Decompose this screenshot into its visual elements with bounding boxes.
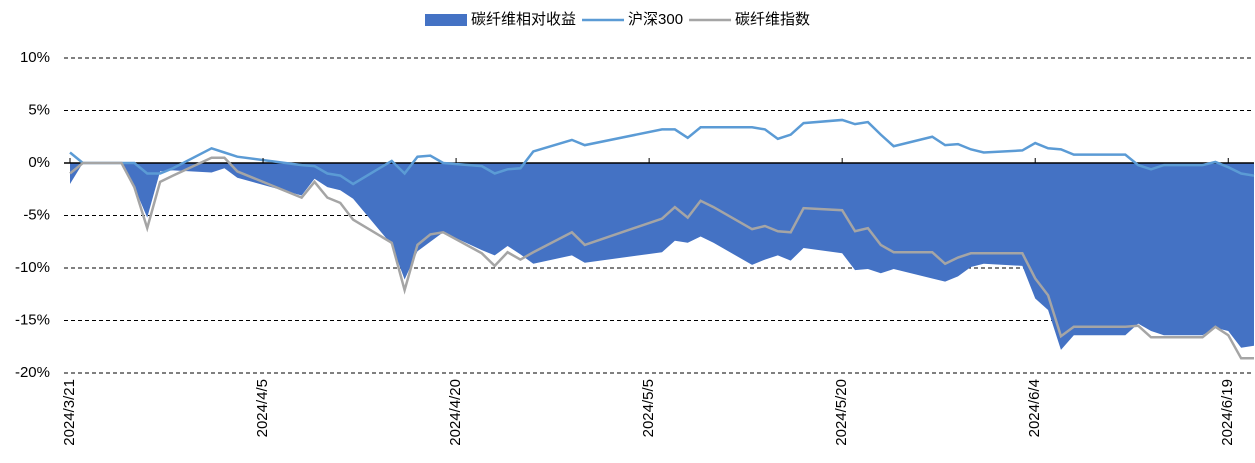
area — [70, 163, 1254, 350]
x-tick-label: 2024/5/5 — [640, 379, 657, 437]
y-tick-label: -10% — [15, 259, 50, 276]
x-tick-label: 2024/6/4 — [1026, 379, 1043, 437]
y-tick-label: -5% — [23, 206, 50, 223]
line — [69, 118, 1255, 186]
y-tick-label: 5% — [28, 101, 50, 118]
x-tick-label: 2024/6/19 — [1219, 379, 1236, 446]
legend-label: 沪深300 — [628, 11, 683, 28]
x-tick-label: 2024/3/21 — [61, 379, 78, 446]
legend-label: 碳纤维相对收益 — [471, 11, 576, 28]
legend-swatch — [425, 14, 467, 26]
y-tick-label: 10% — [20, 49, 50, 66]
line — [69, 156, 1254, 360]
x-tick-label: 2024/5/20 — [833, 379, 850, 446]
y-tick-label: -20% — [15, 364, 50, 381]
y-tick-label: -15% — [15, 311, 50, 328]
x-tick-label: 2024/4/20 — [447, 379, 464, 446]
legend-label: 碳纤维指数 — [735, 11, 810, 28]
y-tick-label: 0% — [28, 154, 50, 171]
x-tick-label: 2024/4/5 — [254, 379, 271, 437]
